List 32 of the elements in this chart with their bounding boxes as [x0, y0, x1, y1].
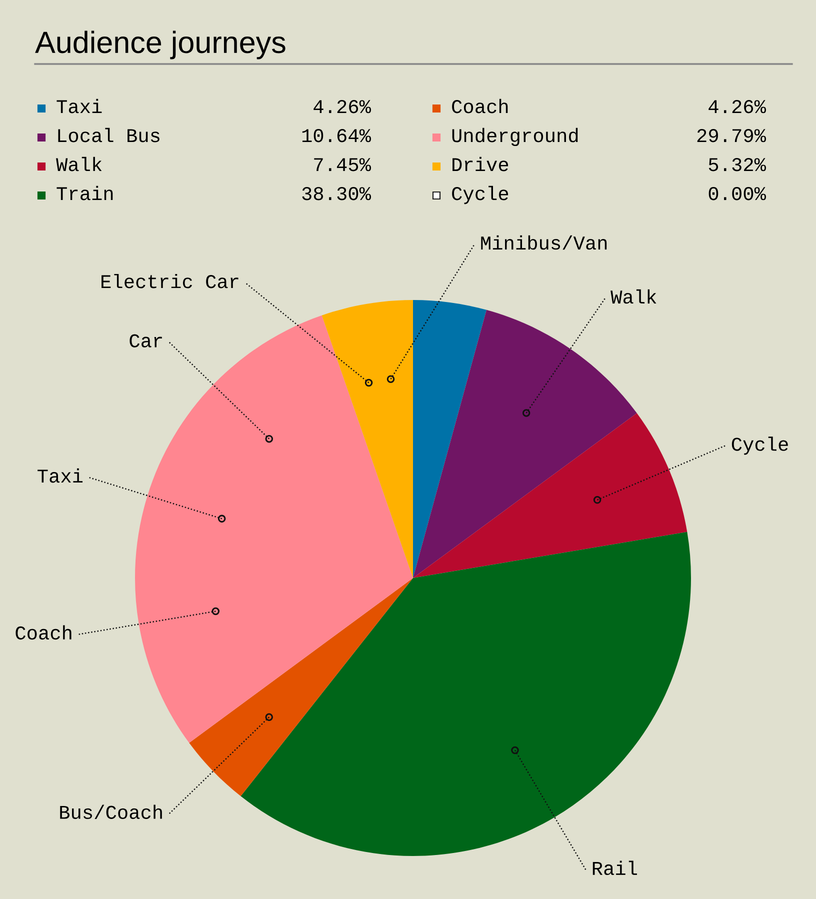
- text: Minibus/Van: [481, 235, 607, 250]
- text: 0.00%: [708, 187, 766, 200]
- data-label: 5.32%: [708, 158, 766, 172]
- data-label: 10.64%: [302, 129, 372, 142]
- pie-slice: [240, 532, 691, 856]
- data-label: 4.26%: [314, 100, 372, 114]
- pie-slice: [413, 300, 487, 578]
- chart-title: Audience journeys: [35, 30, 286, 60]
- category-label: Cycle: [732, 436, 788, 455]
- pie-slice: [189, 578, 413, 796]
- data-label: 4.26%: [708, 100, 766, 114]
- category-label: Walk: [610, 289, 656, 304]
- text: Electric Car: [102, 274, 238, 288]
- text: Rail: [592, 860, 637, 876]
- legend-label: Coach: [452, 98, 508, 114]
- legend-label: Drive: [452, 156, 508, 172]
- legend-label: Local Bus: [58, 128, 160, 142]
- data-label: 29.79%: [697, 129, 766, 142]
- legend-label: Taxi: [56, 98, 102, 114]
- text: Car: [130, 334, 162, 348]
- category-label: Coach: [16, 625, 72, 640]
- legend-label: Underground: [452, 128, 578, 146]
- pie-slice: [413, 310, 637, 578]
- legend-label: Cycle: [452, 186, 508, 204]
- pie-slice: [413, 413, 688, 578]
- data-label: 38.30%: [302, 187, 372, 200]
- legend-label: Train: [56, 186, 113, 200]
- category-label: Taxi: [38, 468, 83, 483]
- data-label: 7.45%: [314, 158, 372, 172]
- pie-slice: [322, 300, 413, 578]
- legend-label: Walk: [56, 156, 102, 172]
- text: Bus/Coach: [60, 804, 162, 819]
